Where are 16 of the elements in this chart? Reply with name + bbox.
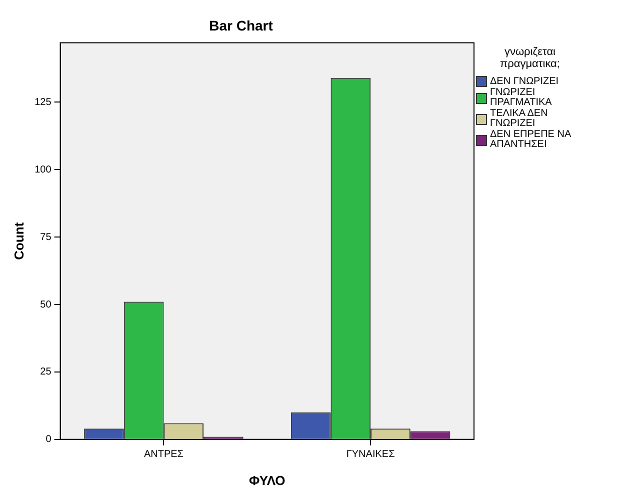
x-tick-label: ΑΝΤΡΕΣ: [144, 449, 184, 460]
x-axis-title: ΦΥΛΟ: [249, 472, 286, 488]
y-tick-label: 100: [34, 164, 52, 176]
y-axis-title: Count: [11, 222, 26, 260]
y-tick-label: 50: [40, 299, 52, 310]
x-tick-label: ΓΥΝΑΙΚΕΣ: [346, 449, 395, 460]
legend-label: ΔΕΝ ΓΝΩΡΙΖΕΙ: [490, 76, 560, 86]
y-tick-label: 75: [40, 232, 52, 243]
legend-title: γνωριζεται πραγματικα;: [499, 46, 561, 70]
y-tick-label: 25: [40, 366, 52, 378]
legend-label: ΓΝΩΡΙΖΕΙ ΠΡΑΓΜΑΤΙΚΑ: [490, 87, 553, 108]
y-tick-label: 0: [46, 434, 52, 446]
legend-label: ΔΕΝ ΕΠΡΕΠΕ ΝΑ ΑΠΑΝΤΗΣΕΙ: [490, 129, 572, 150]
chart-title: Bar Chart: [209, 17, 274, 34]
y-tick-label: 125: [34, 96, 52, 108]
legend-label: ΤΕΛΙΚΑ ΔΕΝ ΓΝΩΡΙΖΕΙ: [490, 108, 549, 129]
